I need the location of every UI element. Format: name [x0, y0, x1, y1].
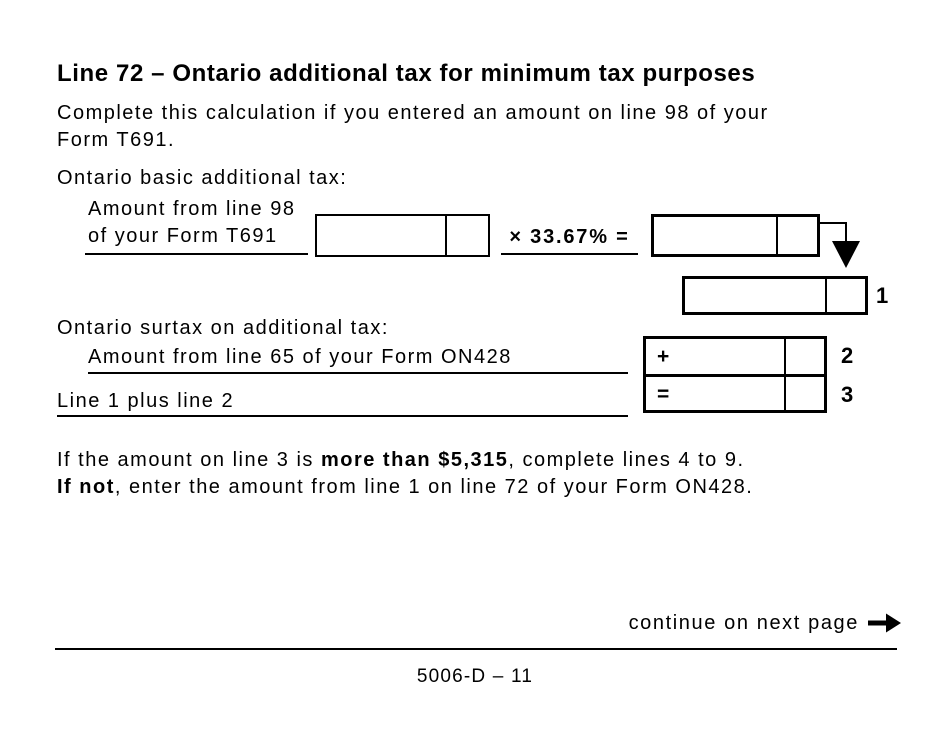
- multiplier-underline: [501, 253, 638, 255]
- surtax-row2-label: Amount from line 65 of your Form ON428: [88, 346, 512, 368]
- intro-line-2: Form T691.: [57, 129, 175, 151]
- line-number-1: 1: [876, 283, 889, 308]
- note-line1-suffix: , complete lines 4 to 9.: [508, 449, 745, 471]
- multiplier-label: × 33.67% =: [509, 226, 630, 248]
- note-line1-bold: more than $5,315: [320, 449, 509, 471]
- row-divider: [646, 374, 824, 377]
- connector-horizontal: [820, 222, 847, 224]
- note-line1-prefix: If the amount on line 3 is: [57, 449, 321, 471]
- surtax-row3-underline: [57, 415, 628, 417]
- line-number-2: 2: [841, 343, 854, 368]
- amount-box-line98: [315, 214, 490, 257]
- surtax-row2-underline: [88, 372, 628, 374]
- connector-vertical: [845, 222, 847, 243]
- footer-rule: [55, 648, 897, 650]
- surtax-heading: Ontario surtax on additional tax:: [57, 317, 389, 339]
- basic-tax-row-label: Amount from line 98 of your Form T691: [88, 196, 295, 250]
- basic-tax-row-label-line2: of your Form T691: [88, 225, 278, 247]
- amount-box-line1: [682, 276, 868, 315]
- footer-page-number: 5006-D – 11: [416, 666, 534, 687]
- down-arrow-icon: [832, 241, 860, 268]
- amount-box-lines2-3: + =: [643, 336, 827, 413]
- basic-tax-label-underline: [85, 253, 308, 255]
- cents-divider: [825, 279, 827, 312]
- page-title: Line 72 – Ontario additional tax for min…: [57, 60, 756, 87]
- intro-line-1: Complete this calculation if you entered…: [57, 102, 769, 124]
- basic-tax-row-label-line1: Amount from line 98: [88, 198, 296, 220]
- amount-box-multiplication-result: [651, 214, 820, 257]
- equals-operator: =: [657, 383, 670, 406]
- note-line2-suffix: , enter the amount from line 1 on line 7…: [114, 476, 754, 498]
- cents-divider: [776, 217, 778, 254]
- note-line-2: If not, enter the amount from line 1 on …: [57, 474, 753, 501]
- next-page-arrow-icon: [868, 613, 901, 633]
- note-line2-bold: If not: [57, 476, 115, 498]
- intro-paragraph: Complete this calculation if you entered…: [57, 100, 769, 154]
- continue-label: continue on next page: [628, 611, 859, 634]
- note-paragraph: If the amount on line 3 is more than $5,…: [57, 447, 753, 501]
- cents-divider: [784, 339, 786, 410]
- continue-row: continue on next page: [629, 611, 902, 635]
- cents-divider: [445, 216, 447, 255]
- surtax-row3-label: Line 1 plus line 2: [57, 390, 235, 412]
- line-number-3: 3: [841, 382, 854, 407]
- basic-tax-heading: Ontario basic additional tax:: [57, 167, 348, 189]
- note-line-1: If the amount on line 3 is more than $5,…: [57, 447, 753, 474]
- plus-operator: +: [657, 345, 670, 368]
